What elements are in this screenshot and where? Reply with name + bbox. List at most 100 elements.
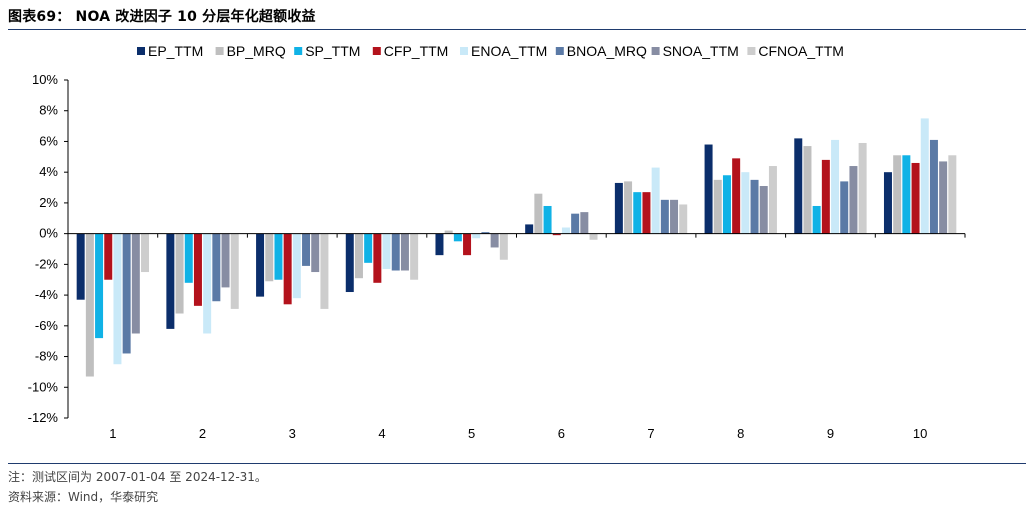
x-tick-label: 5 [468, 426, 475, 441]
bar [453, 233, 462, 242]
header-divider [8, 29, 1026, 30]
bar [679, 204, 688, 234]
bar [472, 233, 481, 239]
bar [490, 233, 499, 248]
bar [481, 232, 490, 234]
x-tick-label: 9 [827, 426, 834, 441]
bar [320, 233, 329, 309]
y-tick-label: 4% [39, 164, 58, 179]
footer-divider [8, 463, 1026, 464]
y-tick-label: -8% [35, 349, 59, 364]
bar [104, 233, 113, 280]
bar [256, 233, 265, 297]
x-tick-label: 6 [558, 426, 565, 441]
bar [435, 233, 444, 256]
legend-label: BNOA_MRQ [567, 43, 647, 59]
bar [732, 158, 741, 234]
bar [660, 199, 669, 234]
legend-swatch [555, 47, 564, 55]
bar [741, 172, 750, 234]
legend-swatch [460, 47, 468, 55]
bar [373, 233, 382, 283]
bar [704, 144, 713, 234]
bar [589, 233, 598, 240]
bar [525, 224, 534, 234]
chart-title: 图表69： NOA 改进因子 10 分层年化超额收益 [8, 9, 316, 25]
bar [902, 155, 911, 234]
x-axis: 1 2 3 4 5 6 7 8 9 10 [67, 233, 966, 441]
y-tick-label: 6% [39, 133, 58, 148]
legend-label: BP_MRQ [227, 43, 286, 59]
bar [624, 181, 633, 234]
bar [580, 212, 589, 234]
bar [849, 166, 858, 234]
bar [345, 233, 354, 293]
bar [283, 233, 292, 305]
x-tick-label: 10 [913, 426, 927, 441]
bar [302, 233, 311, 266]
y-tick-label: -4% [35, 287, 59, 302]
bar [391, 233, 400, 271]
bar [311, 233, 320, 273]
bar [831, 139, 840, 234]
x-tick-label: 1 [109, 426, 116, 441]
bar [131, 233, 140, 334]
y-tick-label: 0% [39, 226, 58, 241]
y-tick-label: -6% [35, 318, 59, 333]
bar [803, 146, 812, 234]
bar [76, 233, 85, 300]
bar [230, 233, 239, 309]
bar [561, 227, 570, 234]
legend-label: SP_TTM [305, 43, 360, 59]
bar [184, 233, 193, 283]
bar [633, 192, 642, 234]
bar [858, 142, 867, 234]
bar [543, 205, 552, 234]
bar [821, 159, 830, 234]
bar [364, 233, 373, 263]
bar [175, 233, 184, 314]
legend-swatch [137, 47, 145, 55]
bar [614, 182, 623, 234]
legend-swatch [747, 47, 756, 55]
bar [840, 181, 849, 234]
bar [794, 138, 803, 234]
bar [883, 172, 892, 234]
bar [929, 139, 938, 234]
bar [463, 233, 472, 256]
bar [382, 233, 391, 269]
bar [141, 233, 150, 273]
bar [499, 233, 508, 260]
legend-label: ENOA_TTM [471, 43, 547, 59]
y-tick-label: -10% [28, 379, 59, 394]
bar [85, 233, 94, 377]
legend-swatch [372, 47, 381, 55]
bar [571, 213, 580, 234]
bar [759, 186, 768, 234]
bar [444, 230, 453, 234]
bar [265, 233, 274, 282]
x-tick-label: 8 [737, 426, 744, 441]
bar [939, 161, 948, 234]
bar [670, 199, 679, 234]
x-tick-label: 7 [647, 426, 654, 441]
y-axis: -12% -10% -8% -6% -4% -2% 0% 2% 4% 6% 8% 10% [28, 72, 69, 425]
legend-label: SNOA_TTM [663, 43, 739, 59]
bar [651, 167, 660, 234]
bar [95, 233, 104, 339]
bar [400, 233, 409, 271]
bar [292, 233, 301, 299]
bar [122, 233, 131, 354]
x-tick-label: 3 [289, 426, 296, 441]
legend-label: CFNOA_TTM [758, 43, 844, 59]
y-tick-label: -2% [35, 256, 59, 271]
bar [722, 175, 731, 234]
bar [113, 233, 122, 365]
bar [166, 233, 175, 329]
bar [221, 233, 230, 288]
bar [552, 233, 561, 236]
bar [193, 233, 202, 306]
legend-label: EP_TTM [148, 43, 203, 59]
x-tick-label: 2 [199, 426, 206, 441]
y-tick-label: -12% [28, 410, 59, 425]
